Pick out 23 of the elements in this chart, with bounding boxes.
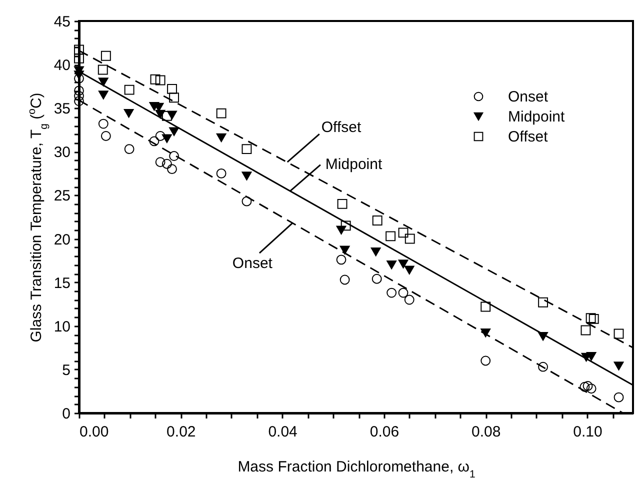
x-axis-title: Mass Fraction Dichloromethane, ω$_{1}$ <box>238 458 476 480</box>
y-tick-label: 35 <box>54 100 70 118</box>
y-tick-label: 40 <box>54 57 70 74</box>
x-tick-label: 0.02 <box>166 424 196 440</box>
x-tick-label: 0.00 <box>80 424 109 440</box>
y-tick-label: 45 <box>54 14 70 30</box>
y-tick-label: 30 <box>54 144 70 162</box>
y-tick-label: 10 <box>54 318 70 336</box>
annotation: Onset <box>232 255 274 272</box>
x-tick-label: 0.10 <box>573 424 602 440</box>
annotation: Offset <box>321 119 362 136</box>
legend-label: Offset <box>508 128 549 146</box>
legend-label: Onset <box>508 88 549 106</box>
y-tick-label: 0 <box>62 406 70 422</box>
annotation: Midpoint <box>325 156 383 173</box>
y-tick-label: 5 <box>62 362 70 379</box>
y-tick-label: 20 <box>54 231 70 248</box>
y-tick-label: 15 <box>54 274 70 292</box>
x-tick-label: 0.06 <box>370 424 400 440</box>
x-tick-label: 0.04 <box>268 424 298 440</box>
legend-label: Midpoint <box>508 108 566 126</box>
y-tick-label: 25 <box>54 188 70 205</box>
x-tick-label: 0.08 <box>472 424 501 440</box>
